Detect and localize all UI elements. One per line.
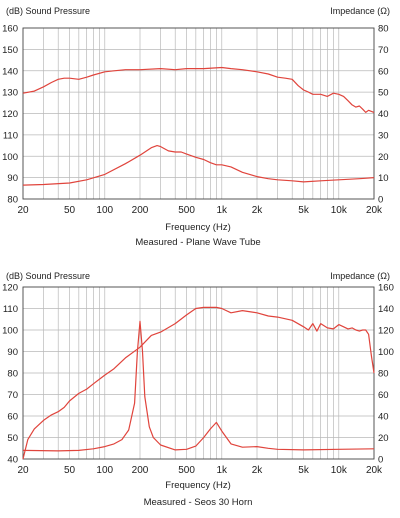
impedance-line: [22, 145, 375, 186]
y-tick-label-right: 0: [378, 195, 383, 206]
y-tick-label-left: 130: [2, 88, 18, 99]
y-tick-label-left: 100: [2, 152, 18, 163]
x-tick-label: 5k: [298, 205, 310, 216]
y-tick-label-right: 70: [378, 45, 389, 56]
x-tick-label: 500: [178, 205, 195, 216]
x-tick-label: 500: [178, 465, 195, 476]
x-tick-label: 1k: [216, 205, 228, 216]
x-tick-label: 200: [132, 205, 149, 216]
y-tick-label-left: 80: [7, 195, 18, 206]
y-tick-label-right: 10: [378, 173, 389, 184]
x-axis-label: Frequency (Hz): [165, 222, 230, 233]
y-tick-label-right: 50: [378, 88, 389, 99]
x-tick-label: 2k: [252, 205, 264, 216]
x-tick-label: 1k: [216, 465, 228, 476]
y-tick-label-left: 50: [7, 433, 18, 444]
plot-frame: [22, 27, 375, 200]
chart-title: Measured - Seos 30 Horn: [144, 497, 253, 508]
y-tick-label-right: 30: [378, 130, 389, 141]
y-tick-label-left: 70: [7, 390, 18, 401]
x-tick-label: 200: [132, 465, 149, 476]
y-tick-label-left: 140: [2, 66, 18, 77]
x-tick-label: 5k: [298, 465, 310, 476]
y-axis-left-label: (dB) Sound Pressure: [6, 6, 90, 16]
y-tick-label-left: 40: [7, 455, 18, 466]
x-tick-label: 20: [17, 205, 29, 216]
y-axis-left-label: (dB) Sound Pressure: [6, 271, 90, 281]
y-tick-label-left: 90: [7, 347, 18, 358]
sound-pressure-line: [22, 66, 375, 114]
y-tick-label-right: 100: [378, 347, 394, 358]
y-tick-label-right: 60: [378, 66, 389, 77]
y-tick-label-right: 0: [378, 455, 383, 466]
y-tick-label-right: 20: [378, 433, 389, 444]
y-tick-label-right: 160: [378, 283, 394, 294]
y-tick-label-left: 120: [2, 283, 18, 294]
y-tick-label-right: 60: [378, 390, 389, 401]
y-tick-label-left: 80: [7, 369, 18, 380]
x-tick-label: 10k: [331, 465, 348, 476]
y-tick-label-right: 80: [378, 24, 389, 35]
y-tick-label-right: 140: [378, 304, 394, 315]
y-tick-label-right: 40: [378, 412, 389, 423]
y-axis-right-label: Impedance (Ω): [330, 6, 390, 16]
x-tick-label: 50: [64, 205, 76, 216]
y-tick-label-left: 110: [3, 130, 18, 141]
x-tick-label: 10k: [331, 205, 348, 216]
y-tick-label-left: 160: [2, 24, 18, 35]
y-tick-label-right: 80: [378, 369, 389, 380]
x-tick-label: 20: [17, 465, 29, 476]
impedance-line: [22, 320, 375, 452]
y-tick-label-left: 110: [3, 304, 18, 315]
x-tick-label: 100: [96, 465, 113, 476]
sound-pressure-line: [22, 306, 375, 460]
y-axis-right-label: Impedance (Ω): [330, 271, 390, 281]
x-tick-label: 100: [96, 205, 113, 216]
y-tick-label-left: 100: [2, 326, 18, 337]
y-tick-label-right: 20: [378, 152, 389, 163]
y-tick-label-right: 120: [378, 326, 394, 337]
x-tick-label: 50: [64, 465, 76, 476]
chart-title: Measured - Plane Wave Tube: [135, 237, 260, 248]
y-tick-label-left: 120: [2, 109, 18, 120]
y-tick-label-left: 60: [7, 412, 18, 423]
y-tick-label-left: 90: [7, 173, 18, 184]
y-tick-label-right: 40: [378, 109, 389, 120]
y-tick-label-left: 150: [2, 45, 18, 56]
x-axis-label: Frequency (Hz): [165, 480, 230, 491]
x-tick-label: 20k: [366, 465, 383, 476]
x-tick-label: 2k: [252, 465, 264, 476]
x-tick-label: 20k: [366, 205, 383, 216]
